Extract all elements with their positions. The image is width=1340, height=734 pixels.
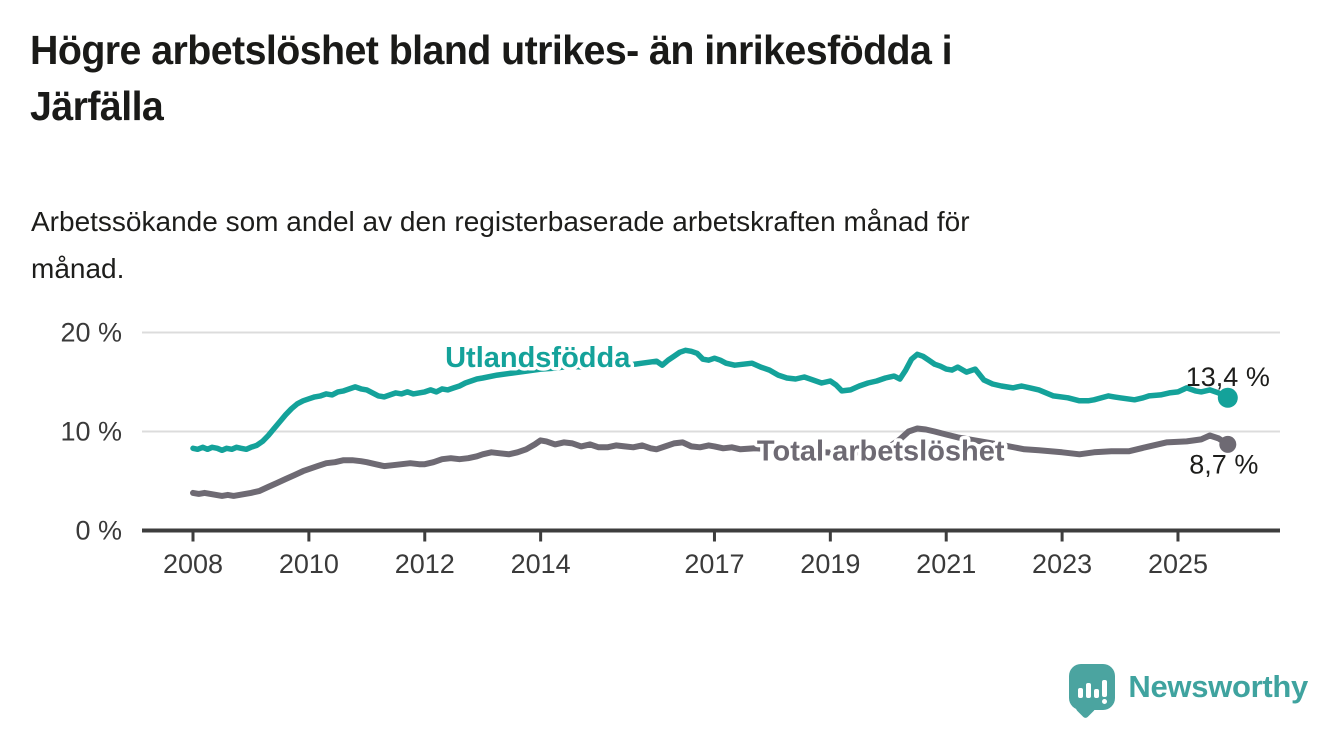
series-line-utlandsfodda [190,347,1231,454]
y-tick-label-10: 10 % [60,417,122,447]
chart-title: Högre arbetslöshet bland utrikes- än inr… [30,22,953,134]
x-tick-label-2008: 2008 [163,549,223,579]
y-tick-label-0: 0 % [75,516,122,546]
x-tick-label-2010: 2010 [279,549,339,579]
chart-title-line-2: Järfälla [30,83,164,129]
mini-bar-2 [1085,683,1091,698]
chart-subtitle: Arbetssökande som andel av den registerb… [31,198,970,292]
x-tick-label-2021: 2021 [916,549,976,579]
series-end-dot-utlandsfodda [1217,387,1238,408]
x-tick-label-2017: 2017 [684,549,744,579]
mini-bar-chart-glyph [1069,664,1115,710]
x-tick-label-2014: 2014 [511,549,571,579]
series-line-total-arbetsloshet [190,425,1231,499]
chart-subtitle-line-1: Arbetssökande som andel av den registerb… [31,206,970,237]
y-tick-label-20: 20 % [60,318,122,348]
mini-bar-1 [1077,688,1083,698]
newsworthy-logo-text: Newsworthy [1128,669,1308,704]
value-label-total-arbetsloshet: 8,7 % [1189,449,1258,479]
x-tick-label-2023: 2023 [1032,549,1092,579]
x-tick-label-2019: 2019 [800,549,860,579]
newsworthy-logo: Newsworthy [1069,664,1308,720]
chart-title-line-1: Högre arbetslöshet bland utrikes- än inr… [30,27,953,73]
series-label-utlandsfodda: Utlandsfödda [445,342,631,374]
value-label-utlandsfodda: 13,4 % [1186,362,1270,392]
series-end-dot-total-arbetsloshet [1219,435,1237,453]
x-tick-label-2012: 2012 [395,549,455,579]
exclamation-glyph [1101,680,1107,704]
series-label-total-arbetsloshet: Total arbetslöshet [757,435,1005,467]
x-tick-label-2025: 2025 [1148,549,1208,579]
newsworthy-logo-icon [1069,664,1116,720]
mini-bar-3 [1093,689,1099,698]
chart-subtitle-line-2: månad. [31,253,125,284]
